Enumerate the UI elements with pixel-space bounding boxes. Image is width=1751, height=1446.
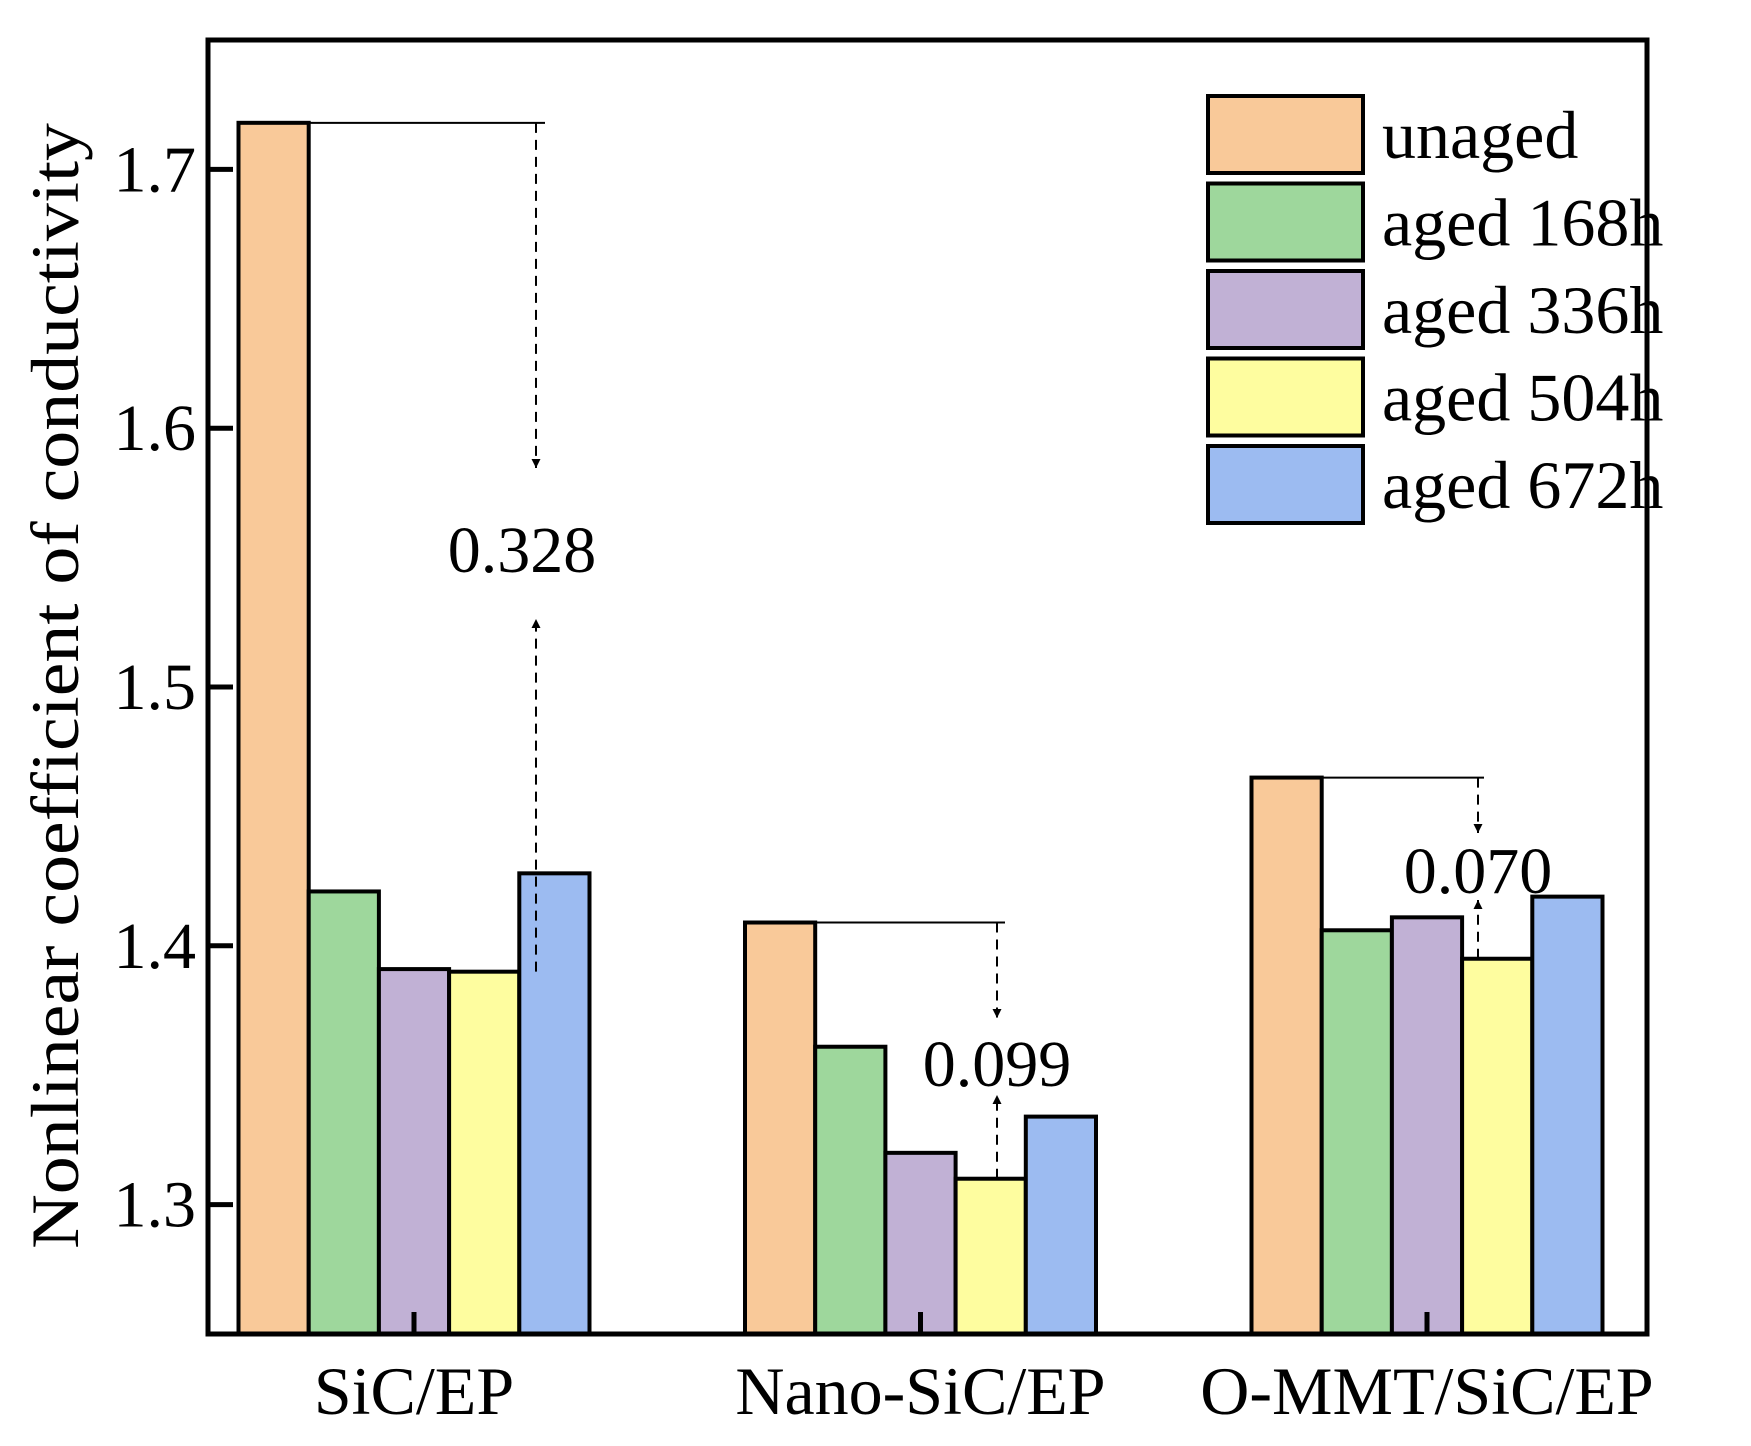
bar-2-1 bbox=[1319, 928, 1394, 1336]
bar-2-4 bbox=[1530, 894, 1605, 1336]
annotations-layer: 0.328 0.099 0.070 bbox=[308, 121, 1553, 1179]
legend-swatch bbox=[1206, 356, 1365, 438]
bar-1-1 bbox=[813, 1044, 888, 1337]
legend-label: aged 168h bbox=[1382, 185, 1663, 261]
annotation-label: 0.328 bbox=[448, 514, 597, 587]
legend-swatch bbox=[1206, 181, 1365, 263]
x-tick-label: SiC/EP bbox=[314, 1353, 514, 1429]
legend-swatch bbox=[1206, 444, 1365, 525]
legend-label: unaged bbox=[1382, 97, 1578, 173]
bars-layer bbox=[236, 120, 1605, 1337]
y-axis: 1.3 1.4 1.5 1.6 1.7 bbox=[114, 133, 233, 1242]
x-axis: SiC/EP Nano-SiC/EP O-MMT/SiC/EP bbox=[314, 1312, 1654, 1429]
y-axis-label: Nonlinear coefficient of conductivity bbox=[17, 123, 93, 1249]
bar-0-0 bbox=[236, 120, 311, 1336]
y-tick-label: 1.5 bbox=[114, 651, 197, 724]
bar-0-2 bbox=[376, 967, 452, 1336]
annotation-label: 0.099 bbox=[923, 1028, 1072, 1101]
y-tick-label: 1.3 bbox=[114, 1169, 197, 1242]
bar-1-3 bbox=[953, 1176, 1028, 1336]
annotation-label: 0.070 bbox=[1404, 835, 1553, 908]
legend-swatch bbox=[1206, 94, 1365, 175]
bar-2-2 bbox=[1389, 915, 1465, 1336]
bar-0-3 bbox=[447, 969, 522, 1336]
y-tick-label: 1.4 bbox=[114, 910, 197, 983]
legend-swatch bbox=[1206, 269, 1365, 350]
legend: unaged aged 168h aged 336h aged 504h aged 67… bbox=[1206, 94, 1663, 525]
legend-label: aged 504h bbox=[1382, 360, 1663, 436]
x-tick-label: Nano-SiC/EP bbox=[735, 1353, 1105, 1429]
bar-2-0 bbox=[1249, 775, 1324, 1336]
y-tick-label: 1.6 bbox=[114, 392, 197, 465]
x-tick-label: O-MMT/SiC/EP bbox=[1200, 1353, 1653, 1429]
bar-1-4 bbox=[1023, 1114, 1099, 1337]
bar-0-1 bbox=[306, 889, 381, 1337]
legend-label: aged 336h bbox=[1382, 272, 1663, 348]
bar-2-3 bbox=[1460, 956, 1535, 1336]
bar-1-0 bbox=[743, 920, 818, 1336]
legend-label: aged 672h bbox=[1382, 447, 1663, 523]
bar-1-2 bbox=[883, 1150, 958, 1336]
y-tick-label: 1.7 bbox=[114, 133, 197, 206]
bar-0-4 bbox=[517, 871, 592, 1336]
